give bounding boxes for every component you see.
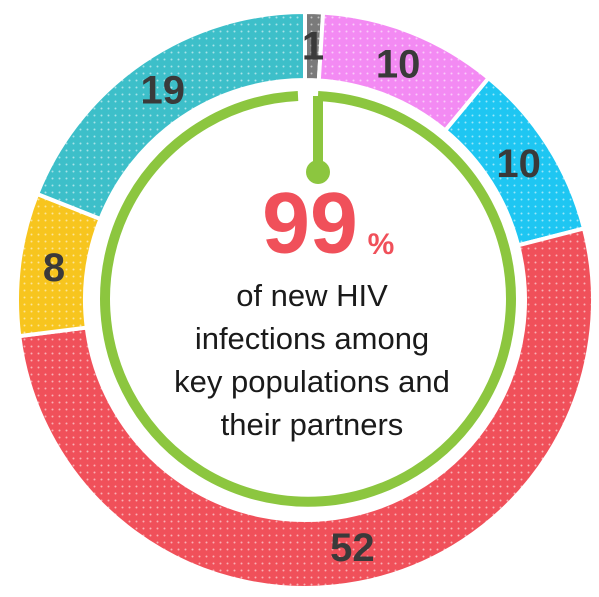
- caption: of new HIV infections among key population…: [174, 278, 450, 442]
- center-value: 99: [262, 176, 358, 272]
- segment-texture: [19, 228, 593, 588]
- caption-line: their partners: [221, 407, 404, 442]
- segment-label: 19: [141, 68, 186, 112]
- segment-label: 10: [496, 142, 541, 186]
- segment-label: 52: [330, 526, 375, 570]
- green-ring: [100, 91, 516, 507]
- segment-labels: 1 10 10 52 8 19: [43, 25, 541, 570]
- segment-texture: [37, 12, 306, 220]
- center-unit: %: [368, 228, 395, 261]
- segment-label: 10: [376, 42, 421, 86]
- segment-label: 1: [302, 25, 324, 69]
- green-dot: [306, 160, 330, 184]
- segment-texture: [318, 12, 489, 131]
- segment-texture: [17, 193, 101, 337]
- caption-line: infections among: [195, 321, 429, 356]
- segment-label: 8: [43, 246, 65, 290]
- donut: [15, 9, 595, 590]
- segment-texture: [445, 78, 584, 246]
- caption-line: of new HIV: [236, 278, 388, 313]
- caption-line: key populations and: [174, 364, 450, 399]
